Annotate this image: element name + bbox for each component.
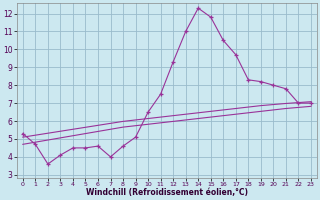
X-axis label: Windchill (Refroidissement éolien,°C): Windchill (Refroidissement éolien,°C) bbox=[86, 188, 248, 197]
